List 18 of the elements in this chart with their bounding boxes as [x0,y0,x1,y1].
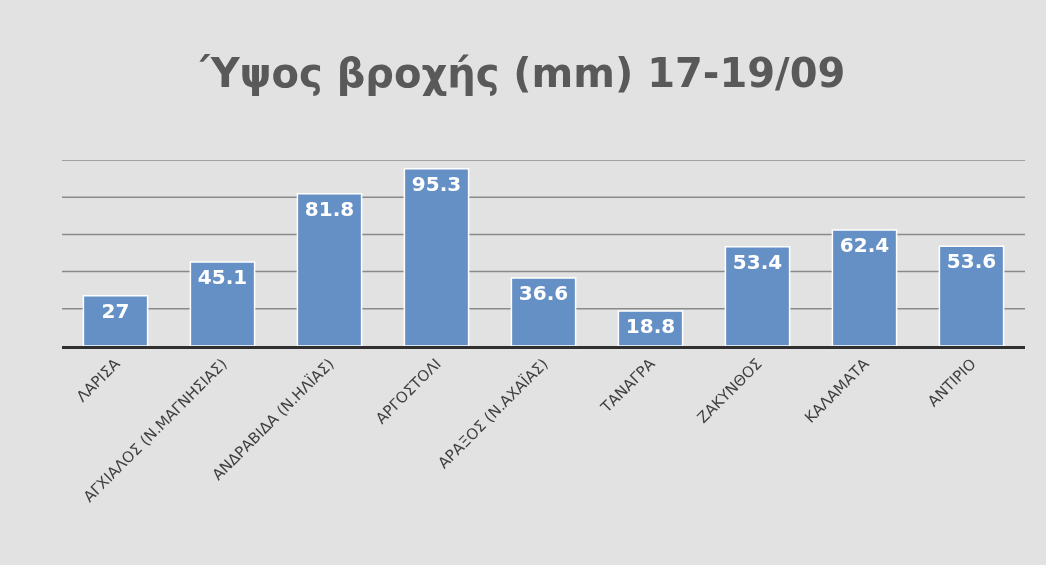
data-label: 18.8 [625,314,676,339]
bar [938,245,1005,346]
data-label: 36.6 [518,280,569,305]
bar [296,193,363,346]
chart-title: Ύψος βροχής (mm) 17-19/09 [198,50,846,97]
bar [724,245,791,346]
data-label: 53.4 [732,249,783,274]
bar [510,277,577,346]
data-label: 95.3 [411,171,462,196]
bar [403,167,470,346]
data-label: 53.6 [946,249,997,274]
data-label: 81.8 [304,196,355,221]
bar [831,229,898,346]
data-label: 62.4 [839,232,890,257]
data-label: 27 [101,298,130,323]
bar [82,295,149,346]
bar [189,261,256,346]
data-label: 45.1 [197,265,248,290]
